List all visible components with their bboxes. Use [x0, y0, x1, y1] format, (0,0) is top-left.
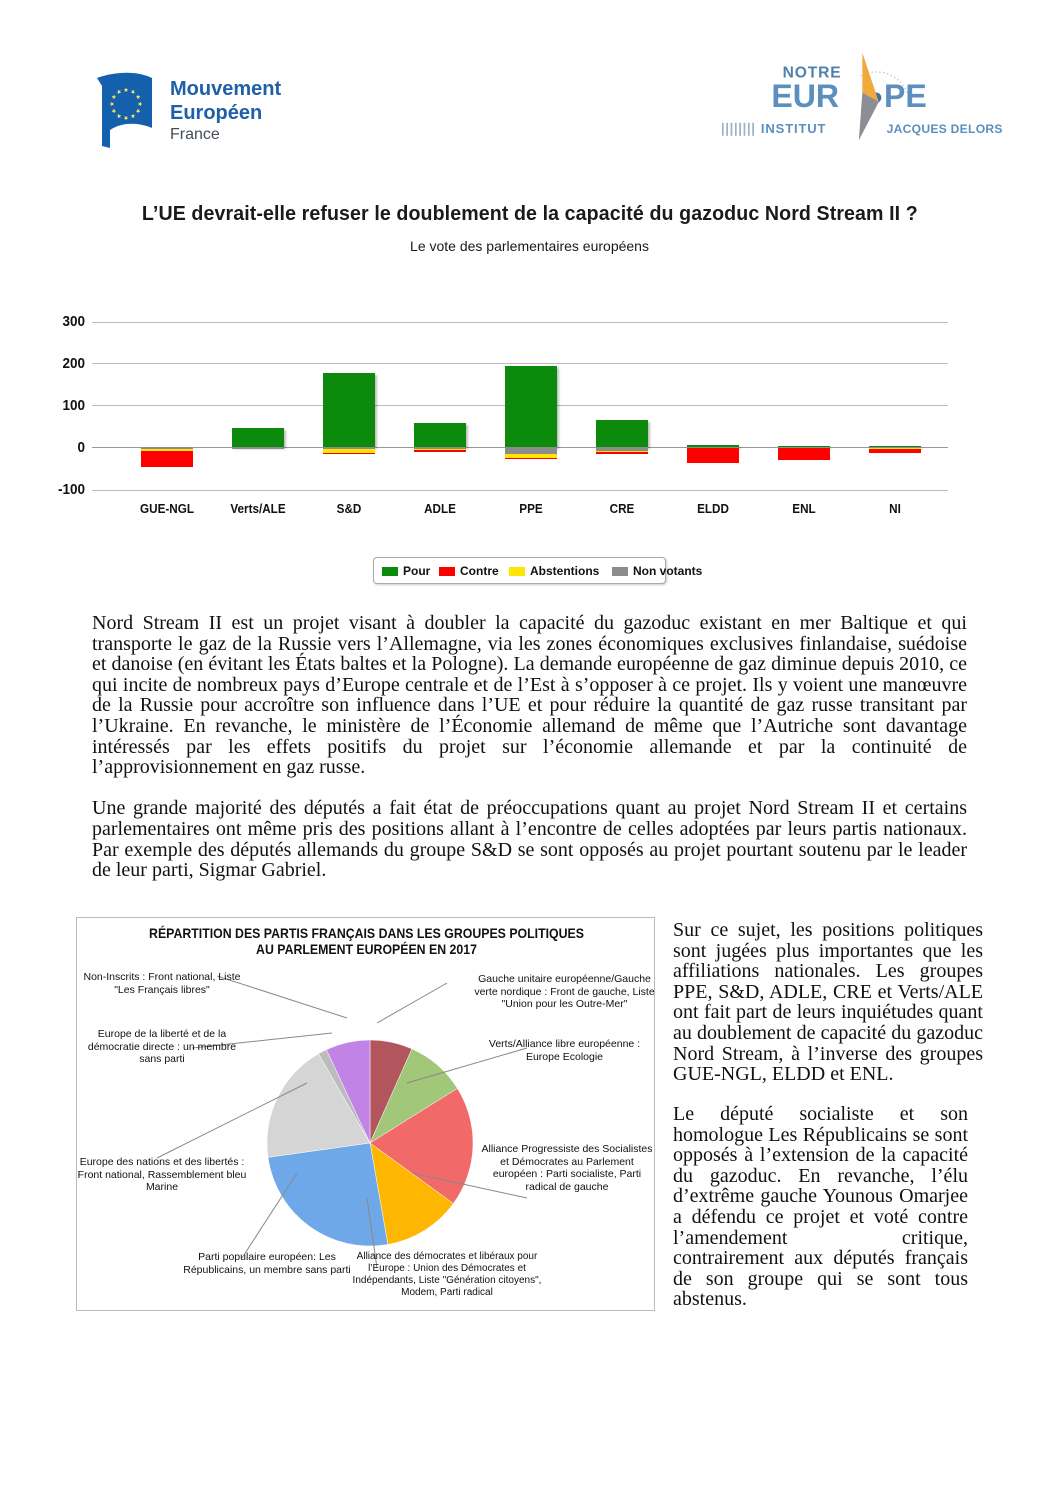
svg-text:EUR: EUR	[771, 78, 839, 114]
svg-text:PE: PE	[884, 78, 927, 114]
svg-text:INSTITUT: INSTITUT	[761, 121, 826, 136]
svg-text:JACQUES DELORS: JACQUES DELORS	[887, 122, 1003, 136]
